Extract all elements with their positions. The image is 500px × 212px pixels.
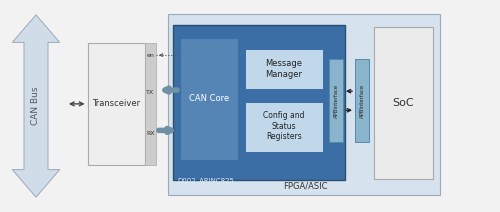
Text: RX: RX: [146, 131, 155, 136]
FancyBboxPatch shape: [180, 38, 238, 160]
Text: APBInterface: APBInterface: [334, 84, 338, 118]
FancyBboxPatch shape: [329, 59, 343, 142]
Text: CAN Core: CAN Core: [188, 94, 229, 103]
Text: Config and
Status
Registers: Config and Status Registers: [263, 111, 304, 141]
Text: CAN Bus: CAN Bus: [32, 87, 40, 125]
Text: TX: TX: [146, 90, 154, 95]
Text: D002_ARINC825: D002_ARINC825: [178, 177, 234, 184]
FancyBboxPatch shape: [245, 102, 322, 152]
Text: en: en: [146, 53, 154, 58]
FancyBboxPatch shape: [88, 43, 145, 165]
FancyBboxPatch shape: [355, 59, 369, 142]
Text: FPGA/ASIC: FPGA/ASIC: [283, 182, 327, 191]
Text: SoC: SoC: [392, 98, 414, 108]
FancyBboxPatch shape: [374, 26, 433, 179]
Text: Message
Manager: Message Manager: [265, 59, 302, 79]
FancyBboxPatch shape: [168, 14, 440, 195]
FancyBboxPatch shape: [172, 25, 345, 180]
FancyBboxPatch shape: [245, 49, 322, 89]
FancyBboxPatch shape: [145, 43, 156, 165]
Polygon shape: [12, 15, 60, 197]
Text: APBInterface: APBInterface: [360, 84, 364, 118]
Text: Transceiver: Transceiver: [92, 99, 140, 108]
